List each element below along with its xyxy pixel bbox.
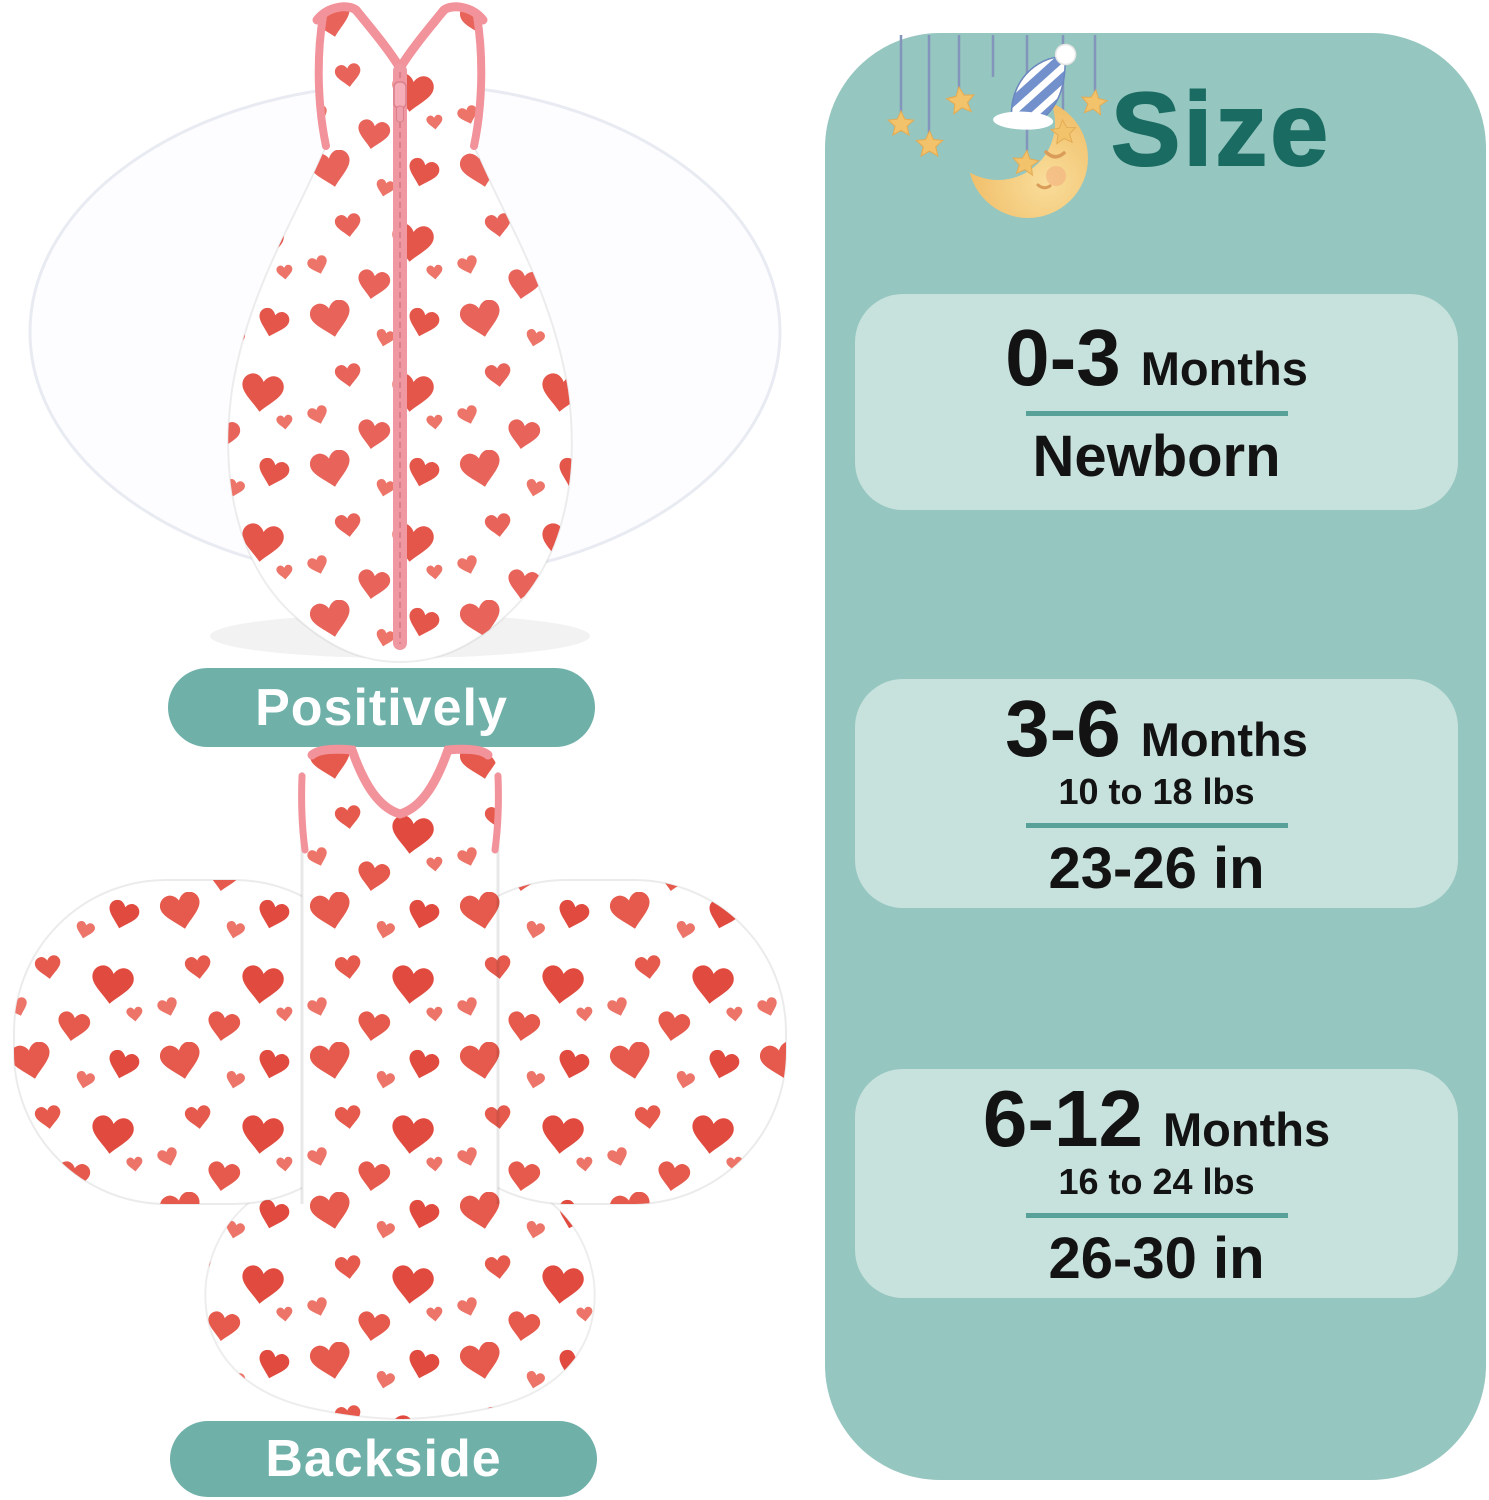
size-card-newborn: 0-3 Months Newborn xyxy=(855,294,1458,510)
divider-line xyxy=(1025,1213,1288,1219)
back-view-photo xyxy=(0,742,825,1437)
divider-line xyxy=(1025,823,1288,829)
back-view-label-badge: Backside xyxy=(170,1421,597,1497)
front-sack-body xyxy=(227,2,573,664)
age-range: 6-12 xyxy=(982,1073,1144,1163)
size-panel-title: Size xyxy=(1110,71,1332,189)
front-view-label-badge: Positively xyxy=(168,668,595,747)
size-value: 23-26 in xyxy=(1048,836,1265,902)
size-value: Newborn xyxy=(1032,424,1281,489)
age-range-row: 6-12 Months xyxy=(982,1073,1331,1163)
sleeping-moon-stars-icon xyxy=(887,35,1110,218)
front-view-label: Positively xyxy=(255,678,508,737)
swaddle-wings xyxy=(13,879,787,1205)
right-armhole-trim xyxy=(470,12,486,150)
left-armhole-trim xyxy=(314,12,330,150)
front-sleep-sack-image xyxy=(28,2,782,664)
back-neck-trim xyxy=(307,744,493,819)
back-sack-center xyxy=(298,744,502,1212)
back-sleep-sack-image xyxy=(13,744,787,1421)
age-range-row: 3-6 Months xyxy=(1005,683,1308,773)
back-right-armhole-trim xyxy=(491,772,502,854)
size-card-6-12-months: 6-12 Months 16 to 24 lbs 26-30 in xyxy=(855,1069,1458,1298)
front-view-photo xyxy=(0,0,825,673)
size-card-3-6-months: 3-6 Months 10 to 18 lbs 23-26 in xyxy=(855,679,1458,908)
weight-range: 10 to 18 lbs xyxy=(1058,770,1255,812)
back-view-label: Backside xyxy=(265,1430,502,1488)
size-value: 26-30 in xyxy=(1048,1226,1265,1292)
age-range-row: 0-3 Months xyxy=(1005,318,1308,398)
age-unit: Months xyxy=(1163,1102,1331,1156)
age-unit: Months xyxy=(1140,342,1308,395)
back-sack-lower xyxy=(204,1149,596,1421)
back-left-armhole-trim xyxy=(298,772,309,854)
size-panel: Size 0-3 Months Newborn 3-6 Months 10 to… xyxy=(825,33,1486,1480)
divider-line xyxy=(1025,411,1288,416)
age-range: 3-6 xyxy=(1005,683,1121,773)
age-unit: Months xyxy=(1140,712,1308,766)
weight-range: 16 to 24 lbs xyxy=(1058,1160,1255,1202)
nightcap xyxy=(993,43,1077,130)
age-range: 0-3 xyxy=(1005,313,1121,402)
zipper xyxy=(393,64,407,650)
